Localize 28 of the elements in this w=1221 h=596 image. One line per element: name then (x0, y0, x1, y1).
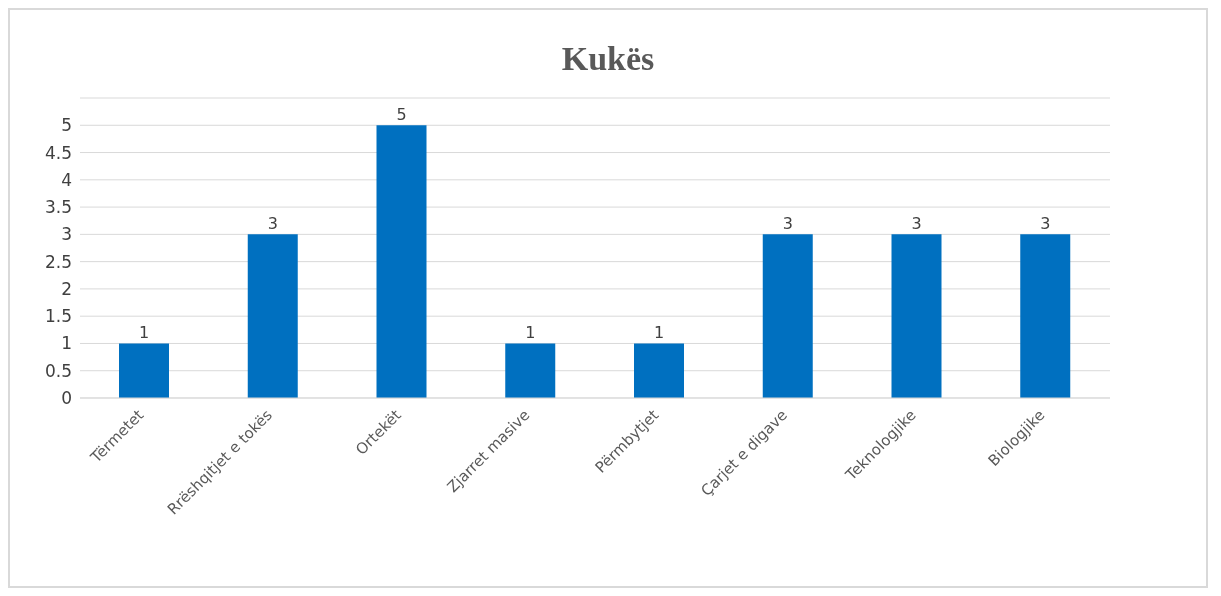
data-label: 3 (1040, 214, 1051, 234)
data-label: 3 (911, 214, 922, 234)
bar (505, 343, 556, 398)
bar (1020, 234, 1071, 398)
data-label: 5 (396, 105, 407, 125)
bar (119, 343, 169, 398)
data-label: 1 (525, 323, 536, 343)
data-label: 3 (782, 214, 793, 234)
y-tick-label: 3 (61, 224, 72, 245)
chart-title: Kukës (560, 40, 656, 78)
y-tick-label: 2 (61, 278, 72, 299)
y-tick-label: 0 (61, 388, 72, 409)
y-tick-label: 1 (61, 333, 72, 354)
y-tick-label: 3.5 (44, 197, 72, 218)
bar (762, 234, 813, 398)
bar (247, 234, 298, 398)
bar (891, 234, 942, 398)
y-tick-label: 4 (61, 169, 72, 190)
y-tick-label: 0.5 (44, 360, 72, 381)
data-label: 1 (653, 323, 665, 343)
data-label: 3 (267, 214, 278, 234)
data-label: 1 (138, 323, 150, 343)
y-tick-label: 4.5 (44, 142, 72, 163)
y-tick-label: 1.5 (44, 306, 72, 327)
bar (376, 125, 427, 398)
y-tick-label: 2.5 (44, 251, 72, 272)
bar (634, 343, 684, 398)
y-tick-label: 5 (61, 115, 72, 136)
